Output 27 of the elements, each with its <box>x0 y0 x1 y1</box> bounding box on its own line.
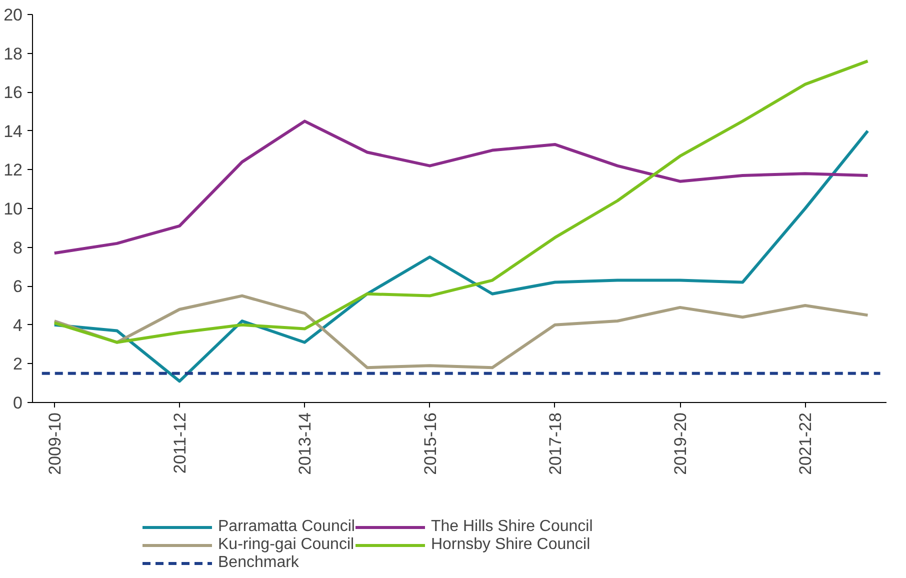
legend-label: Benchmark <box>218 554 299 572</box>
y-tick-label: 4 <box>13 316 23 335</box>
y-tick-label: 10 <box>4 200 23 218</box>
y-tick-label: 8 <box>13 238 23 258</box>
x-tick-label: 2009-10 <box>45 412 64 475</box>
y-tick-label: 20 <box>4 6 23 24</box>
legend-label: Ku-ring-gai Council <box>218 536 354 554</box>
x-tick-label: 2011-12 <box>170 412 190 474</box>
y-tick-label: 12 <box>4 160 23 180</box>
y-tick-label: 16 <box>4 83 23 102</box>
x-tick-label: 2017-18 <box>546 412 565 475</box>
line-series <box>52 129 870 383</box>
legend-label: Hornsby Shire Council <box>430 536 590 554</box>
y-tick-label: 2 <box>13 354 23 374</box>
line-series <box>52 294 870 370</box>
x-tick-label: 2015-16 <box>420 412 440 475</box>
line-series <box>52 120 870 255</box>
y-tick-label: 0 <box>13 394 23 412</box>
x-tick-label: 2021-22 <box>796 412 816 475</box>
y-tick-label: 6 <box>13 277 23 296</box>
x-tick-label: 2019-20 <box>671 412 690 475</box>
legend-label: Parramatta Council <box>218 518 355 536</box>
legend-label: The Hills Shire Council <box>430 518 593 536</box>
y-tick-label: 18 <box>4 44 23 64</box>
line-series <box>52 60 870 344</box>
x-tick-label: 2013-14 <box>296 412 315 475</box>
y-tick-label: 14 <box>4 122 23 141</box>
